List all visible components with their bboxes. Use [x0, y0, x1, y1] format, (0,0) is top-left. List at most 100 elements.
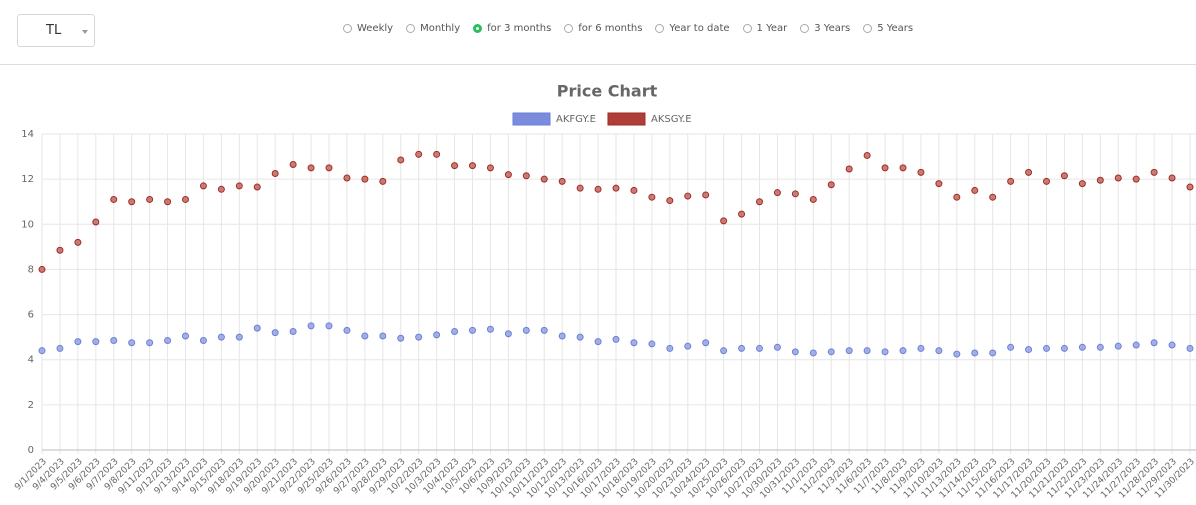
data-point [594, 338, 602, 346]
radio[interactable] [406, 24, 416, 33]
period-option[interactable]: Year to date [655, 23, 730, 34]
period-option[interactable]: for 6 months [564, 23, 642, 34]
data-point [128, 339, 136, 347]
data-point [307, 164, 315, 172]
data-point [827, 348, 835, 356]
option-label: 3 Years [814, 23, 851, 34]
data-point [845, 165, 853, 173]
data-point [235, 182, 243, 190]
data-point [971, 349, 979, 357]
data-point [110, 195, 118, 203]
data-point [415, 150, 423, 158]
data-point [1168, 341, 1176, 349]
data-point [1043, 177, 1050, 185]
data-point [1114, 342, 1122, 350]
data-point [1150, 339, 1158, 347]
data-point [307, 322, 315, 330]
data-point [612, 184, 620, 192]
data-point [56, 246, 64, 254]
data-point [540, 175, 548, 183]
radio[interactable] [655, 24, 665, 33]
data-point [486, 325, 494, 333]
data-point [881, 348, 889, 356]
option-label: 1 Year [756, 23, 788, 34]
period-option[interactable]: for 3 months [473, 23, 551, 34]
data-point [756, 198, 763, 206]
data-point [289, 160, 297, 168]
radio[interactable] [800, 24, 810, 33]
data-point [217, 185, 225, 193]
y-tick-label: 8 [28, 264, 34, 275]
data-point [92, 218, 100, 226]
period-option[interactable]: Weekly [343, 23, 393, 34]
y-tick-label: 2 [28, 400, 34, 411]
data-point [1132, 341, 1140, 349]
data-point [289, 328, 297, 335]
data-point [469, 326, 476, 334]
data-point [971, 186, 979, 194]
data-point [56, 344, 64, 352]
data-point [558, 177, 566, 185]
data-point [199, 182, 207, 190]
data-point [110, 337, 118, 345]
data-point [702, 191, 710, 199]
legend-swatch [512, 112, 551, 126]
data-point [1007, 177, 1015, 185]
data-point [235, 333, 243, 341]
option-label: Monthly [420, 23, 461, 34]
data-point [74, 338, 82, 346]
data-point [738, 210, 746, 218]
data-point [1168, 174, 1176, 182]
data-point [325, 322, 333, 330]
currency-select[interactable]: TL [17, 14, 95, 47]
data-point [756, 344, 763, 352]
data-point [630, 186, 638, 194]
y-tick-label: 14 [21, 129, 34, 140]
radio[interactable] [343, 24, 352, 33]
data-point [612, 335, 620, 343]
radio[interactable] [564, 24, 574, 33]
legend-swatch [607, 112, 646, 126]
period-option[interactable]: Monthly [406, 23, 460, 34]
data-point [1060, 172, 1068, 180]
data-point [253, 183, 261, 191]
data-point [74, 238, 82, 246]
data-point [720, 217, 728, 225]
option-label: for 3 months [487, 23, 552, 34]
data-point [433, 150, 441, 158]
legend-label: AKSGY.E [651, 114, 692, 125]
data-point [146, 339, 154, 347]
data-point [522, 326, 530, 334]
period-option[interactable]: 1 Year [742, 23, 788, 34]
radio[interactable] [742, 24, 752, 33]
data-point [164, 337, 172, 345]
data-point [540, 326, 548, 334]
data-point [1132, 175, 1140, 183]
data-point [773, 189, 781, 197]
data-point [397, 334, 405, 342]
legend-label: AKFGY.E [556, 114, 596, 125]
data-point [217, 333, 225, 341]
data-point [379, 177, 387, 185]
data-point [648, 340, 656, 348]
data-point [594, 185, 602, 193]
data-point [1025, 168, 1033, 176]
data-point [182, 195, 189, 203]
data-point [953, 350, 961, 358]
data-point [361, 332, 369, 340]
data-point [164, 198, 172, 206]
data-point [684, 342, 692, 350]
period-option[interactable]: 5 Years [863, 23, 913, 34]
data-point [415, 333, 423, 341]
data-point [1096, 343, 1104, 351]
radio[interactable] [473, 24, 483, 33]
data-point [989, 349, 997, 357]
option-label: for 6 months [578, 23, 643, 34]
data-point [38, 347, 46, 355]
period-option[interactable]: 3 Years [800, 23, 850, 34]
radio[interactable] [863, 24, 873, 33]
data-point [1186, 344, 1194, 352]
data-point [666, 197, 674, 205]
data-point [809, 195, 817, 203]
